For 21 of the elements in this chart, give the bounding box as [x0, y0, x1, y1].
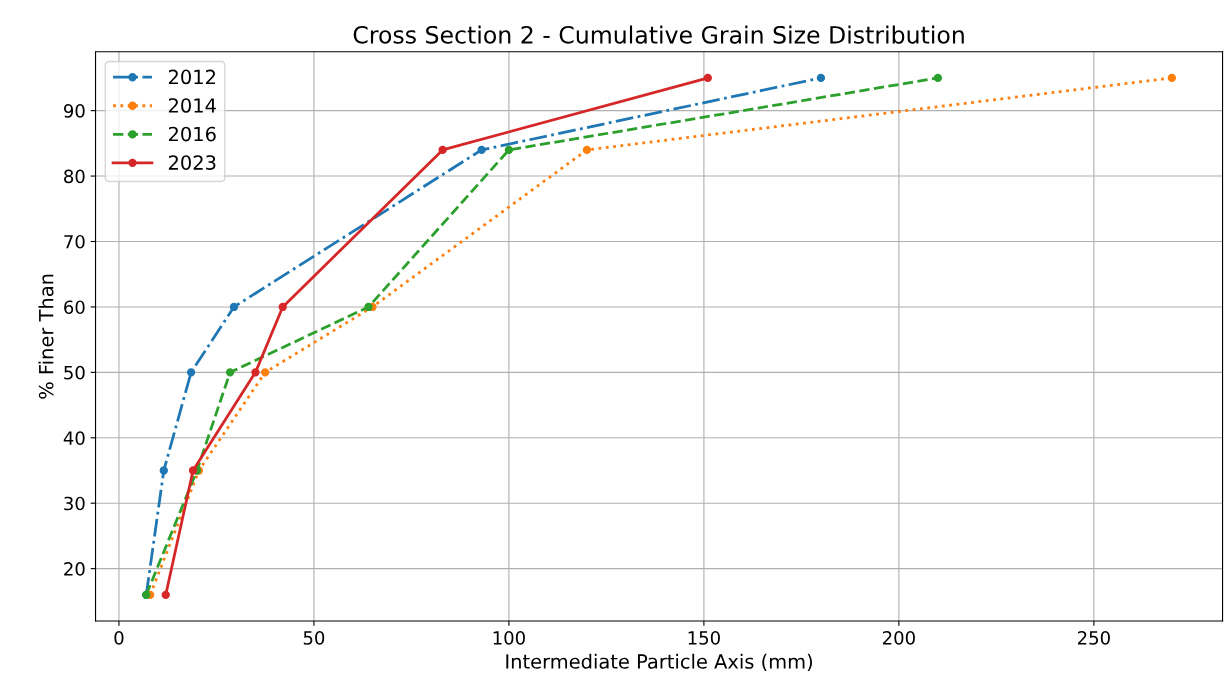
y-tick-label: 50 [64, 365, 85, 380]
y-tick-label: 80 [64, 169, 85, 184]
x-tick-label: 0 [114, 631, 124, 645]
legend-label: 2023 [168, 155, 216, 170]
y-axis-title: % Finer Than [38, 274, 54, 399]
x-tick-label: 50 [303, 631, 325, 645]
y-tick-label: 30 [64, 496, 85, 511]
y-tick-label: 20 [64, 562, 85, 576]
legend-label: 2012 [168, 69, 216, 85]
x-tick-label: 150 [688, 631, 720, 645]
x-tick-label: 200 [882, 631, 915, 645]
y-tick-label: 90 [63, 104, 85, 118]
legend-label: 2014 [168, 98, 216, 113]
y-tick-label: 60 [64, 300, 85, 315]
x-tick-label: 250 [1077, 631, 1110, 645]
y-tick-label: 70 [64, 234, 85, 249]
x-axis-title: Intermediate Particle Axis (mm) [506, 653, 812, 672]
x-tick-label: 100 [493, 631, 525, 645]
chart-title: Cross Section 2 - Cumulative Grain Size Distribution [353, 25, 964, 44]
legend-label: 2016 [168, 126, 216, 142]
y-tick-label: 40 [63, 431, 85, 445]
